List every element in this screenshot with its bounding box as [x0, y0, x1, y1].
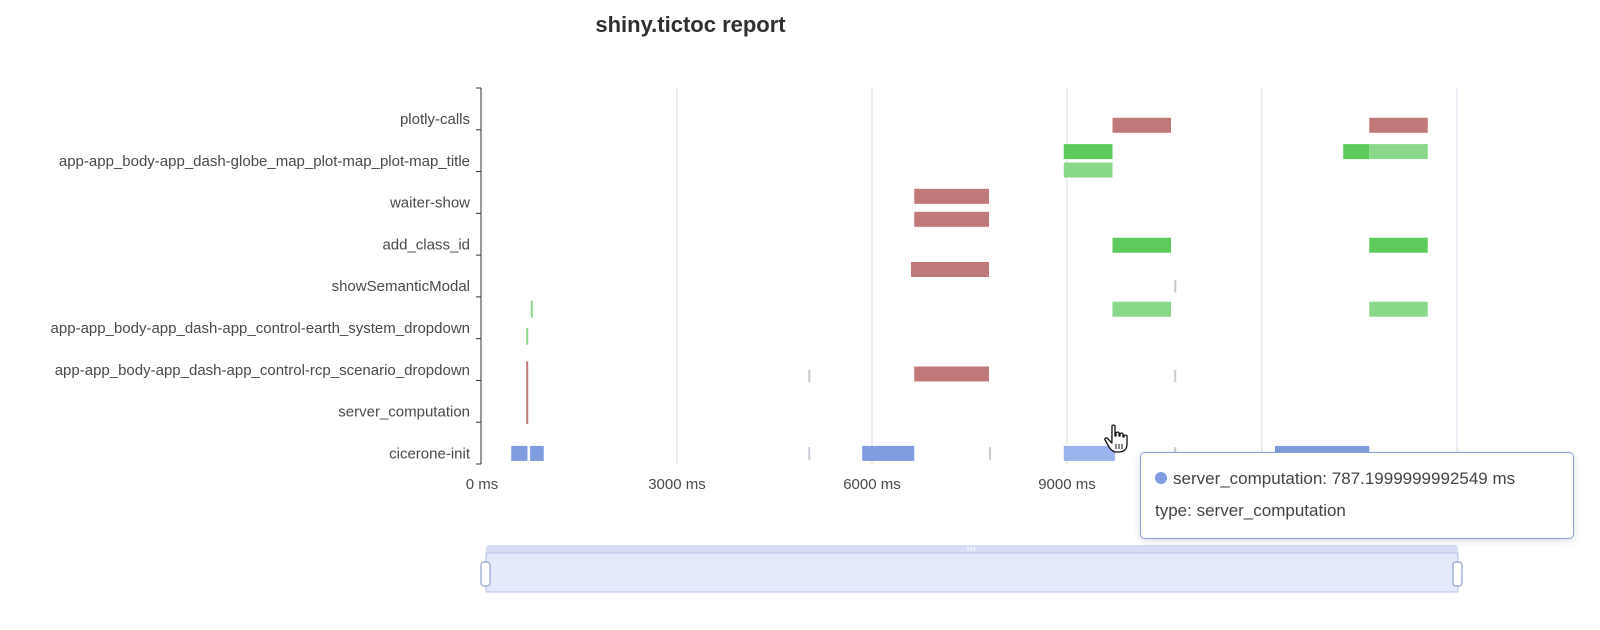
- timeline-bar[interactable]: [914, 188, 989, 204]
- timeline-bar[interactable]: [1369, 237, 1428, 253]
- tooltip-value-row: server_computation: 787.1999999992549 ms: [1155, 463, 1559, 495]
- slider-handle-left[interactable]: [480, 561, 491, 587]
- series-dot-icon: [1155, 472, 1167, 485]
- tooltip-value: server_computation: 787.1999999992549 ms: [1173, 469, 1516, 488]
- timeline-bar[interactable]: [1369, 144, 1428, 160]
- slider-window[interactable]: [485, 552, 1459, 593]
- timeline-mark: [989, 447, 991, 460]
- timeline-bar[interactable]: [1343, 144, 1370, 160]
- timeline-mark: [526, 328, 529, 345]
- x-tick-label: 6000 ms: [843, 476, 901, 493]
- timeline-mark: [530, 300, 533, 318]
- timeline-bar[interactable]: [862, 445, 915, 461]
- y-tick-label: showSemanticModal: [332, 278, 470, 295]
- y-tick-label: app-app_body-app_dash-globe_map_plot-map…: [59, 153, 470, 170]
- y-tick-label: app-app_body-app_dash-app_control-rcp_sc…: [55, 362, 470, 379]
- y-tick-label: add_class_id: [382, 236, 470, 253]
- timeline-bar[interactable]: [911, 261, 989, 277]
- y-axis: plotly-calls app-app_body-app_dash-globe_…: [51, 87, 482, 465]
- y-tick-label: waiter-show: [389, 195, 470, 212]
- x-axis: 0 ms 3000 ms 6000 ms 9000 ms: [466, 476, 1096, 493]
- hand-cursor-icon: [1104, 424, 1128, 453]
- timeline-bar[interactable]: [1112, 237, 1172, 253]
- range-slider[interactable]: [480, 545, 1463, 593]
- slider-track-top: [486, 545, 1458, 554]
- timeline-bar[interactable]: [1063, 445, 1115, 461]
- timeline-bar[interactable]: [1112, 301, 1172, 317]
- timeline-mark: [526, 361, 529, 425]
- timeline-bar[interactable]: [1369, 117, 1428, 133]
- y-tick-label: cicerone-init: [389, 445, 471, 462]
- timeline-mark: [1174, 279, 1177, 293]
- timeline-bar[interactable]: [1063, 162, 1113, 178]
- y-tick-label: server_computation: [338, 404, 470, 421]
- x-tick-label: 0 ms: [466, 476, 499, 493]
- timeline-bar[interactable]: [1369, 301, 1428, 317]
- timeline-mark: [808, 447, 811, 460]
- x-tick-label: 9000 ms: [1038, 476, 1096, 493]
- x-tick-label: 3000 ms: [648, 476, 706, 493]
- timeline-mark: [808, 369, 811, 383]
- y-tick-label: plotly-calls: [400, 111, 470, 128]
- hover-tooltip: server_computation: 787.1999999992549 ms…: [1140, 452, 1574, 539]
- chart-title: shiny.tictoc report: [595, 12, 786, 37]
- timeline-bar[interactable]: [914, 366, 989, 382]
- timeline-bar[interactable]: [1112, 117, 1172, 133]
- slider-handle-right[interactable]: [1452, 561, 1463, 587]
- timeline-bar[interactable]: [530, 445, 544, 461]
- timeline-bar[interactable]: [914, 211, 989, 227]
- timeline-bar[interactable]: [511, 445, 528, 461]
- y-tick-label: app-app_body-app_dash-app_control-earth_…: [51, 320, 470, 337]
- timeline-bar[interactable]: [1063, 144, 1113, 160]
- timeline-mark: [1174, 369, 1177, 383]
- timeline-bars: [511, 117, 1428, 461]
- tooltip-type: type: server_computation: [1155, 501, 1346, 520]
- tooltip-type-row: type: server_computation: [1155, 495, 1559, 527]
